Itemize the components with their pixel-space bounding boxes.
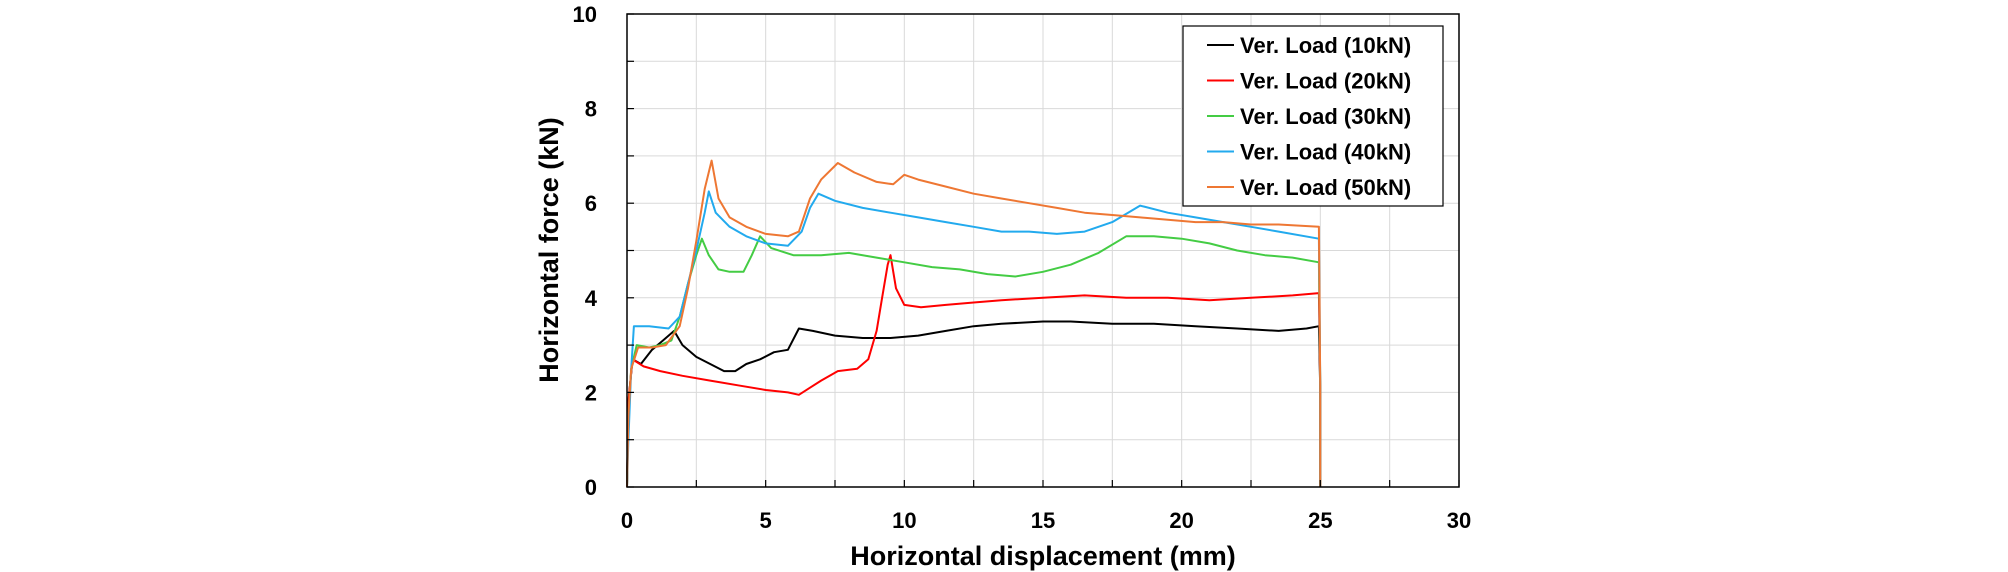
x-tick-label: 30 bbox=[1447, 508, 1471, 533]
y-tick-label: 0 bbox=[585, 475, 597, 500]
series-line bbox=[626, 235, 1322, 488]
x-tick-label: 15 bbox=[1031, 508, 1055, 533]
y-tick-label: 2 bbox=[585, 380, 597, 405]
legend: Ver. Load (10kN) Ver. Load (20kN) Ver. Loa… bbox=[1182, 25, 1444, 207]
axis-ticks bbox=[626, 13, 1460, 488]
x-tick-label: 10 bbox=[892, 508, 916, 533]
y-tick-label: 10 bbox=[573, 2, 597, 27]
x-tick-label: 20 bbox=[1169, 508, 1193, 533]
series-line bbox=[626, 159, 1322, 488]
legend-label: Ver. Load (40kN) bbox=[1240, 140, 1411, 165]
x-tick-labels: 0 5 10 15 20 25 30 bbox=[621, 508, 1471, 533]
x-axis-title: Horizontal displacement (mm) bbox=[850, 541, 1236, 571]
y-tick-label: 8 bbox=[585, 97, 597, 122]
legend-label: Ver. Load (50kN) bbox=[1240, 175, 1411, 200]
x-tick-label: 0 bbox=[621, 508, 633, 533]
y-tick-labels: 0 2 4 6 8 10 bbox=[573, 2, 598, 500]
series-line bbox=[626, 190, 1322, 488]
y-axis-title: Horizontal force (kN) bbox=[534, 117, 564, 383]
series-lines bbox=[626, 159, 1322, 488]
x-tick-label: 25 bbox=[1308, 508, 1332, 533]
y-tick-label: 6 bbox=[585, 191, 597, 216]
y-tick-label: 4 bbox=[585, 286, 598, 311]
legend-label: Ver. Load (10kN) bbox=[1240, 33, 1411, 58]
legend-label: Ver. Load (20kN) bbox=[1240, 69, 1411, 94]
series-line bbox=[626, 254, 1322, 488]
x-tick-label: 5 bbox=[760, 508, 772, 533]
series-line bbox=[626, 320, 1322, 488]
legend-label: Ver. Load (30kN) bbox=[1240, 104, 1411, 129]
